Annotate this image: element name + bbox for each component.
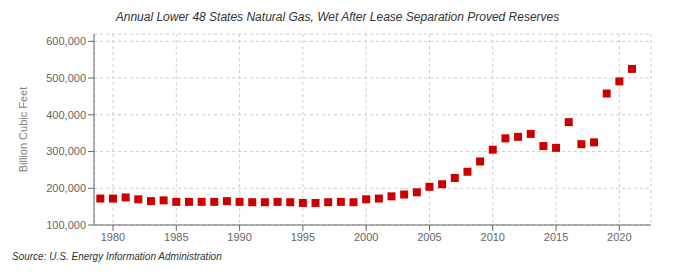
svg-text:Billion Cubic Feet: Billion Cubic Feet: [17, 87, 29, 173]
svg-text:400,000: 400,000: [46, 109, 86, 121]
svg-text:2010: 2010: [481, 231, 505, 243]
html-text:Source: U.S. Energy Informatio: Source: U.S. Energy Information Administ…: [12, 251, 222, 262]
svg-text:1990: 1990: [227, 231, 251, 243]
svg-text:1985: 1985: [164, 231, 188, 243]
svg-text:100,000: 100,000: [46, 219, 86, 231]
svg-text:2000: 2000: [354, 231, 378, 243]
svg-text:200,000: 200,000: [46, 182, 86, 194]
svg-text:2005: 2005: [417, 231, 441, 243]
html-text:Annual Lower 48 States Natural: Annual Lower 48 States Natural Gas, Wet …: [115, 10, 560, 24]
svg-text:2015: 2015: [544, 231, 568, 243]
svg-text:500,000: 500,000: [46, 72, 86, 84]
svg-text:600,000: 600,000: [46, 35, 86, 47]
svg-text:300,000: 300,000: [46, 145, 86, 157]
svg-text:1980: 1980: [101, 231, 125, 243]
svg-text:2020: 2020: [607, 231, 631, 243]
svg-text:1995: 1995: [291, 231, 315, 243]
